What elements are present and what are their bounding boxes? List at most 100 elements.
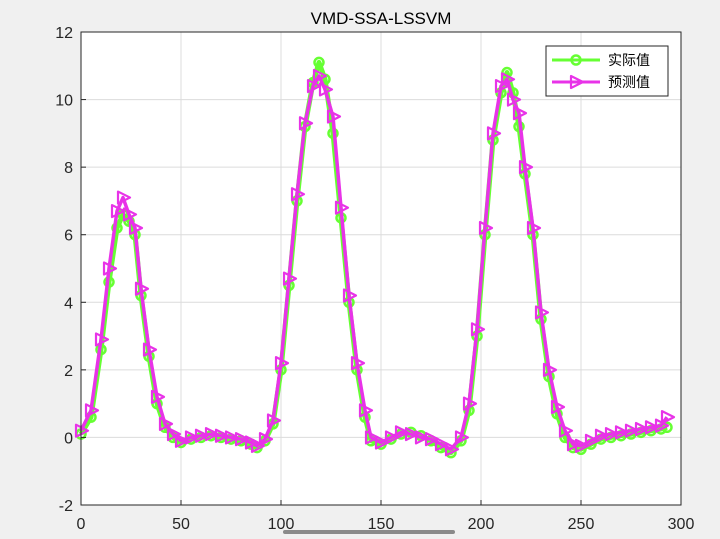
data-point bbox=[342, 288, 358, 303]
data-point bbox=[204, 426, 220, 442]
data-point bbox=[444, 442, 460, 457]
data-point bbox=[394, 425, 410, 440]
data-point bbox=[404, 426, 420, 442]
data-point bbox=[134, 281, 150, 296]
horizontal-scrollbar[interactable] bbox=[283, 530, 455, 534]
data-point bbox=[660, 410, 676, 425]
legend-label: 实际值 bbox=[608, 52, 650, 68]
data-point bbox=[574, 438, 590, 453]
y-tick-label: 12 bbox=[55, 25, 73, 42]
data-point bbox=[512, 105, 528, 121]
data-point bbox=[364, 430, 380, 445]
x-tick-label: 300 bbox=[668, 516, 695, 533]
data-point bbox=[478, 220, 494, 236]
legend-label: 预测值 bbox=[608, 74, 650, 90]
data-point bbox=[358, 403, 374, 418]
legend-marker bbox=[569, 74, 585, 90]
data-point bbox=[234, 432, 250, 447]
data-point bbox=[566, 437, 582, 452]
data-point bbox=[174, 433, 190, 448]
data-point bbox=[634, 421, 650, 437]
data-point bbox=[122, 207, 138, 222]
data-point bbox=[644, 420, 660, 435]
y-tick-label: 0 bbox=[64, 430, 73, 447]
data-point bbox=[624, 423, 640, 438]
data-point bbox=[150, 389, 166, 404]
data-point bbox=[166, 426, 182, 442]
data-point bbox=[350, 356, 366, 371]
data-point bbox=[506, 92, 522, 107]
data-point bbox=[158, 416, 174, 432]
y-tick-label: 4 bbox=[64, 295, 73, 312]
series-line bbox=[79, 74, 669, 452]
data-point bbox=[462, 396, 478, 411]
y-tick-label: 2 bbox=[64, 363, 73, 380]
data-point bbox=[486, 126, 502, 141]
x-tick-label: 50 bbox=[172, 516, 190, 533]
data-point bbox=[312, 68, 328, 84]
y-tick-label: 8 bbox=[64, 160, 73, 177]
x-tick-label: 150 bbox=[368, 516, 395, 533]
data-point bbox=[604, 426, 620, 442]
data-point bbox=[116, 190, 132, 205]
data-point bbox=[258, 432, 274, 447]
data-point bbox=[214, 428, 230, 443]
data-point bbox=[102, 261, 118, 276]
legend-box bbox=[545, 45, 669, 97]
data-point bbox=[584, 433, 600, 448]
data-point bbox=[470, 322, 486, 337]
data-point bbox=[614, 425, 630, 440]
data-point bbox=[290, 187, 306, 202]
x-tick-label: 200 bbox=[468, 516, 495, 533]
data-point bbox=[94, 332, 110, 347]
data-point bbox=[518, 160, 534, 175]
data-point bbox=[534, 305, 550, 320]
series-predicted bbox=[74, 68, 676, 457]
data-point bbox=[318, 82, 334, 97]
data-point bbox=[454, 430, 470, 445]
data-point bbox=[594, 428, 610, 443]
y-tick-label: -2 bbox=[59, 498, 73, 515]
data-point bbox=[434, 437, 450, 452]
data-point bbox=[224, 430, 240, 445]
data-point bbox=[142, 342, 158, 357]
data-point bbox=[84, 403, 100, 418]
data-point bbox=[542, 362, 558, 377]
data-point bbox=[414, 430, 430, 445]
data-point bbox=[282, 271, 298, 286]
data-point bbox=[326, 109, 342, 124]
data-point bbox=[184, 430, 200, 445]
legend-item: 实际值 bbox=[552, 52, 650, 68]
data-point bbox=[266, 413, 282, 428]
data-point bbox=[74, 423, 90, 438]
data-point bbox=[194, 428, 210, 443]
data-point bbox=[384, 430, 400, 445]
data-point bbox=[298, 116, 314, 131]
x-tick-label: 250 bbox=[568, 516, 595, 533]
data-point bbox=[274, 356, 290, 371]
x-tick-label: 100 bbox=[268, 516, 295, 533]
data-point bbox=[526, 220, 542, 236]
data-point bbox=[374, 435, 390, 450]
data-point bbox=[424, 432, 440, 447]
data-point bbox=[313, 56, 325, 69]
data-point bbox=[250, 438, 266, 453]
legend-item: 预测值 bbox=[552, 74, 650, 90]
data-point bbox=[334, 200, 350, 215]
series-layer bbox=[74, 56, 676, 459]
y-tick-label: 6 bbox=[64, 228, 73, 245]
data-point bbox=[558, 423, 574, 438]
data-point bbox=[128, 220, 144, 236]
chart-title: VMD-SSA-LSSVM bbox=[311, 9, 452, 28]
data-point bbox=[500, 72, 516, 87]
data-point bbox=[110, 203, 126, 219]
data-point bbox=[550, 399, 566, 415]
x-tick-label: 0 bbox=[77, 516, 86, 533]
y-tick-label: 10 bbox=[55, 93, 73, 110]
legend-marker bbox=[570, 54, 582, 66]
data-point bbox=[306, 78, 322, 94]
